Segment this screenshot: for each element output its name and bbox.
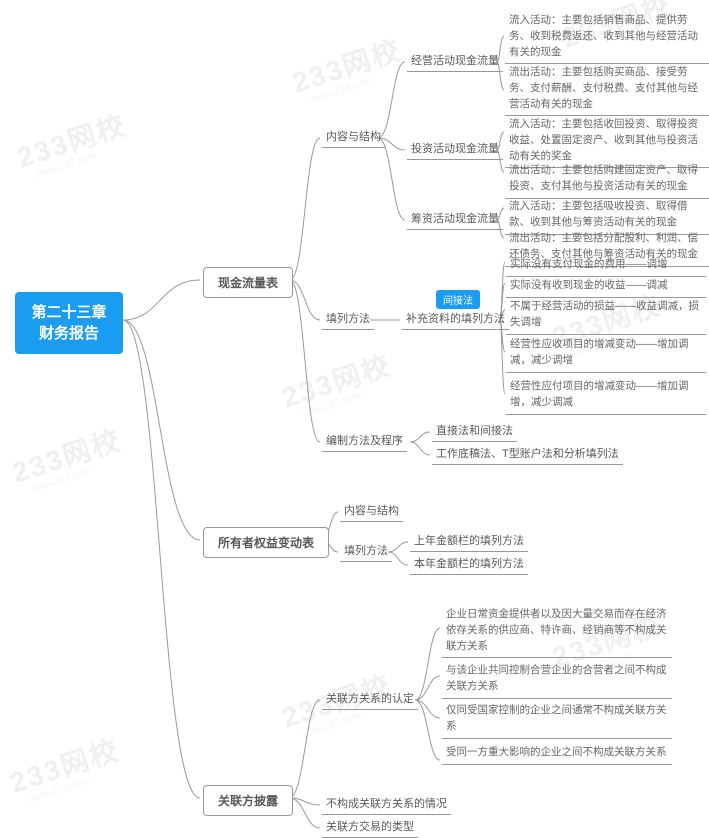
watermark-url: www.233.com [300, 711, 363, 741]
node-cf-struct[interactable]: 内容与结构 [322, 128, 385, 148]
root-node[interactable]: 第二十三章财务报告 [15, 292, 123, 354]
node-cf-inv[interactable]: 投资活动现金流量 [407, 140, 503, 160]
node-rel-identify[interactable]: 关联方关系的认定 [322, 690, 418, 710]
leaf-rel-i1: 企业日常资金提供者以及因大量交易而存在经济依存关系的供应商、特许商、经销商等不构… [442, 604, 672, 658]
leaf-supp5: 经营性应付项目的增减变动——增加调增，减少调减 [506, 376, 706, 415]
badge-indirect: 间接法 [436, 290, 480, 309]
watermark-url: www.233.com [28, 776, 91, 806]
leaf-biz-out: 流出活动：主要包括购买商品、接受劳务、支付薪酬、支付税费、支付其他与经营活动有关… [505, 62, 709, 116]
node-rel-not[interactable]: 不构成关联方关系的情况 [322, 795, 451, 815]
node-equity[interactable]: 所有者权益变动表 [203, 527, 329, 558]
leaf-rel-i4: 受同一方重大影响的企业之间不构成关联方关系 [442, 742, 672, 765]
node-eq-struct[interactable]: 内容与结构 [340, 502, 403, 522]
leaf-supp2: 实际没有收到现金的收益——调减 [506, 275, 706, 298]
node-related[interactable]: 关联方披露 [203, 785, 293, 816]
leaf-supp3: 不属于经营活动的损益——收益调减，损失调增 [506, 296, 706, 335]
node-cashflow[interactable]: 现金流量表 [203, 267, 293, 298]
watermark-url: www.233.com [35, 151, 98, 181]
node-cf-biz[interactable]: 经营活动现金流量 [407, 52, 503, 72]
watermark: 233网校 [287, 29, 407, 102]
watermark-url: www.233.com [300, 391, 363, 421]
watermark: 233网校 [7, 419, 127, 492]
leaf-cf-m1: 直接法和间接法 [432, 422, 517, 442]
leaf-cf-m2: 工作底稿法、T型账户法和分析填列法 [432, 445, 623, 465]
node-cf-supp[interactable]: 补充资料的填列方法 [402, 310, 509, 330]
leaf-inv-out: 流出活动：主要包括购建固定资产、取得投资、支付其他与投资活动有关的现金 [505, 160, 709, 199]
leaf-rel-i3: 仅同受国家控制的企业之间通常不构成关联方关系 [442, 700, 672, 739]
leaf-rel-i2: 与该企业共同控制合营企业的合营者之间不构成关联方关系 [442, 660, 672, 699]
node-cf-fin[interactable]: 筹资活动现金流量 [407, 210, 503, 230]
leaf-biz-in: 流入活动：主要包括销售商品、提供劳务、收到税费返还、收到其他与经营活动有关的现金 [505, 10, 709, 64]
leaf-eq-f2: 本年金额栏的填列方法 [410, 555, 528, 575]
watermark-url: www.233.com [310, 76, 373, 106]
watermark-url: www.233.com [30, 466, 93, 496]
watermark: 233网校 [5, 729, 125, 802]
leaf-eq-f1: 上年金额栏的填列方法 [410, 532, 528, 552]
node-rel-type[interactable]: 关联方交易的类型 [322, 818, 418, 838]
leaf-supp4: 经营性应收项目的增减变动——增加调减，减少调增 [506, 334, 706, 373]
leaf-supp1: 实际没有支付现金的费用——调增 [506, 254, 706, 277]
watermark: 233网校 [12, 104, 132, 177]
watermark: 233网校 [277, 344, 397, 417]
node-eq-fill[interactable]: 填列方法 [340, 542, 392, 562]
node-cf-fill[interactable]: 填列方法 [322, 310, 374, 330]
node-cf-method[interactable]: 编制方法及程序 [322, 432, 407, 452]
